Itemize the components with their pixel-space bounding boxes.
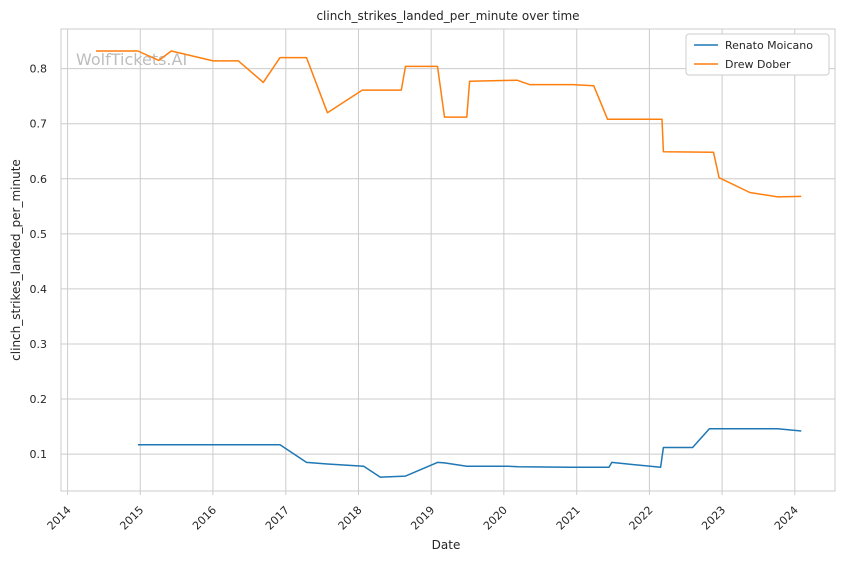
x-tick-label: 2018	[336, 504, 365, 533]
x-tick-label: 2016	[190, 504, 219, 533]
legend-label-drew-dober: Drew Dober	[725, 58, 791, 71]
y-tick-label: 0.1	[30, 448, 48, 461]
y-tick-label: 0.4	[30, 283, 48, 296]
series-lines	[96, 50, 802, 478]
x-tick-label: 2021	[554, 504, 583, 533]
x-tick-label: 2019	[408, 504, 437, 533]
x-axis-label: Date	[432, 538, 461, 552]
x-tick-label: 2017	[263, 504, 292, 533]
x-tick-label: 2020	[481, 504, 510, 533]
x-tick-label: 2023	[699, 504, 728, 533]
y-tick-label: 0.8	[30, 63, 48, 76]
x-tick-label: 2022	[627, 504, 656, 533]
legend: Renato Moicano Drew Dober	[685, 33, 830, 76]
y-axis-label: clinch_strikes_landed_per_minute	[9, 159, 23, 361]
y-tick-label: 0.5	[30, 228, 48, 241]
x-tick-label: 2024	[772, 504, 801, 533]
x-tick-label: 2015	[117, 504, 146, 533]
y-tick-label: 0.7	[30, 118, 48, 131]
legend-box	[685, 33, 830, 76]
grid	[61, 29, 835, 495]
legend-label-renato-moicano: Renato Moicano	[725, 39, 813, 52]
watermark: WolfTickets.AI	[76, 50, 187, 69]
y-tick-label: 0.2	[30, 393, 48, 406]
y-tick-label: 0.6	[30, 173, 48, 186]
x-tick-label: 2014	[45, 504, 74, 533]
chart-title: clinch_strikes_landed_per_minute over ti…	[316, 9, 579, 23]
y-tick-label: 0.3	[30, 338, 48, 351]
series-line-drew-dober	[96, 50, 802, 198]
plot-area	[60, 28, 836, 492]
series-line-renato-moicano	[137, 428, 802, 478]
